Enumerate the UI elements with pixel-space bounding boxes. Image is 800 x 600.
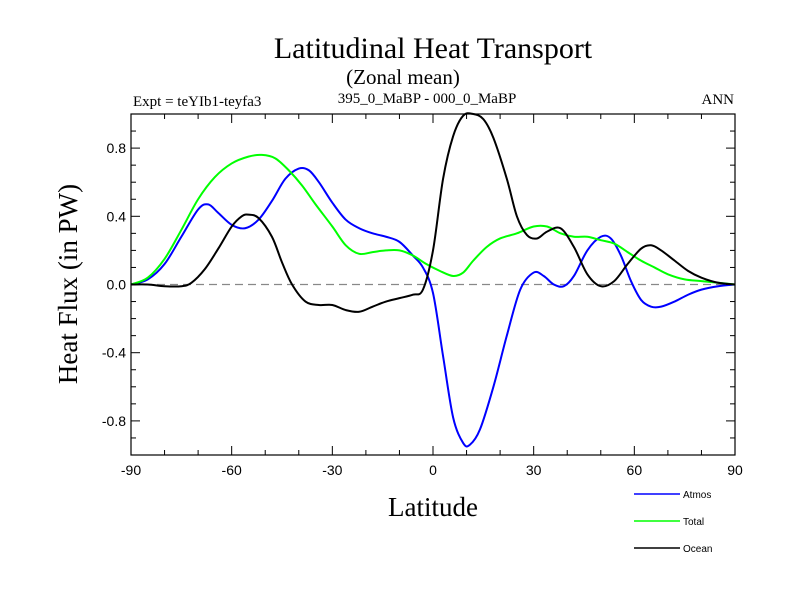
series-line-atmos [130,166,736,448]
y-axis-label: Heat Flux (in PW) [53,184,83,384]
chart-subtitle: (Zonal mean) [346,65,460,89]
legend-label-ocean: Ocean [683,544,712,555]
y-tick-label: 0.0 [107,277,127,293]
x-tick-label: -90 [121,462,141,478]
y-tick-label: 0.8 [107,140,127,156]
x-axis-label: Latitude [388,492,478,522]
series-line-ocean [130,112,736,313]
x-tick-label: 60 [627,462,643,478]
plot-area: -90 -60 -30 0 30 60 90 0.8 0.4 0.0 -0.4 -0.8 [102,112,743,478]
series-line-total [130,153,736,286]
legend-label-total: Total [683,517,704,528]
x-tick-label: 30 [526,462,542,478]
x-tick-label: 0 [429,462,437,478]
legend: Atmos Total Ocean [634,490,712,555]
y-tick-label: 0.4 [107,208,127,224]
chart-title: Latitudinal Heat Transport [274,32,593,65]
season-label: ANN [702,92,735,108]
x-tick-label: 90 [727,462,743,478]
experiment-label: Expt = teYIb1-teyfa3 [133,94,261,110]
x-tick-label: -30 [322,462,342,478]
y-tick-label: -0.4 [102,345,126,361]
x-tick-label: -60 [222,462,242,478]
period-label: 395_0_MaBP - 000_0_MaBP [338,91,517,107]
legend-label-atmos: Atmos [683,490,711,501]
y-tick-label: -0.8 [102,413,126,429]
